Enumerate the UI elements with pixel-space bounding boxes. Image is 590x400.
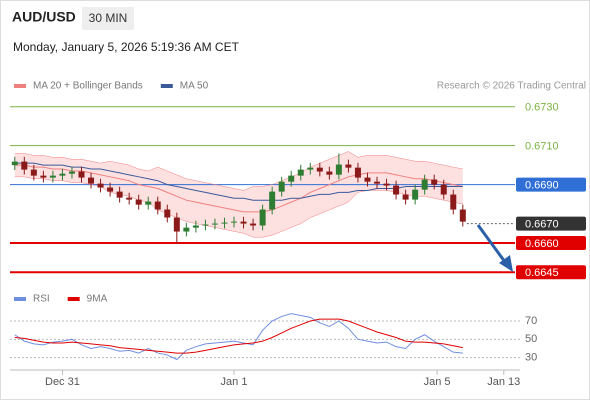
candle-body [78,171,85,178]
candle-body [49,175,56,178]
candle-body [192,225,199,228]
candle-body [154,201,161,210]
candle-body [307,167,314,170]
candle-body [88,177,95,184]
level-box [516,265,586,280]
candle-body [116,191,123,198]
candle-body [68,171,75,174]
candle-body [173,217,180,232]
candle-body [259,209,266,226]
candle-body [402,194,409,200]
candle-body [316,167,323,172]
candle-body [40,175,47,178]
legend-swatch [67,297,80,301]
x-tick-label: Jan 1 [221,376,248,388]
y-tick-label: 70 [525,315,537,327]
candle-body [240,221,247,224]
candle-body [221,222,228,224]
candle-body [21,161,28,170]
candle-body [431,179,438,185]
y-tick-label: 30 [525,352,537,364]
candle-body [202,224,209,226]
candle-body [11,161,18,166]
candle-body [164,209,171,218]
band-lower [14,176,463,238]
candle-body [335,164,342,175]
candle-body [412,189,419,200]
source: Research © 2026 Trading Central [437,81,586,92]
y-tick-label: 50 [525,333,537,345]
candle-body [450,194,457,210]
legend-label: MA 50 [180,81,209,92]
rsi-line [14,318,463,354]
level-label: 0.6670 [525,218,559,230]
legend-label: 9MA [87,294,108,305]
candle-body [126,197,133,200]
legend-swatch [14,84,26,88]
ma50-line [14,162,463,201]
datetime: Monday, January 5, 2026 5:19:36 AM CET [13,40,240,54]
candle-body [107,187,114,192]
legend-label: RSI [33,294,50,305]
x-tick-label: Dec 31 [45,376,80,388]
arrow-head [499,255,513,272]
candle-body [421,179,428,190]
candle-body [135,199,142,205]
legend-label: MA 20 + Bollinger Bands [33,81,143,92]
candle-body [145,201,152,205]
timeframe: 30 MIN [89,11,128,25]
level-label: 0.6730 [525,102,559,114]
level-label: 0.6645 [525,267,559,279]
level-box [516,177,586,192]
candle-body [383,183,390,186]
legend-swatch [14,297,26,301]
level-label: 0.6710 [525,141,559,153]
candle-body [97,183,104,188]
bollinger-band [14,151,463,238]
legend-swatch [160,84,173,88]
candle-body [59,173,66,176]
candle-body [440,184,447,195]
candle-body [326,171,333,175]
candle-body [354,167,361,178]
candle-body [211,223,218,225]
candle-body [183,227,190,232]
candle-body [231,221,238,223]
candle-body [30,169,37,176]
candle-body [278,181,285,192]
candle-body [250,223,257,226]
ma20-line [14,164,463,213]
candle-body [269,191,276,210]
timeframe-box [82,7,134,30]
level-label: 0.6660 [525,238,559,250]
candle-body [459,209,466,222]
candle-body [288,175,295,182]
symbol: AUD/USD [12,9,76,25]
candle-body [364,177,371,182]
level-label: 0.6690 [525,180,559,192]
x-tick-label: Jan 5 [424,376,451,388]
band-upper [14,151,463,191]
arrow [476,224,507,263]
rsi-line [14,313,463,361]
candle-body [297,169,304,176]
candle-body [393,185,400,195]
x-tick-label: Jan 13 [487,376,520,388]
level-box [516,236,586,251]
level-box [516,216,586,231]
candle-body [374,181,381,184]
candle-body [345,164,352,168]
